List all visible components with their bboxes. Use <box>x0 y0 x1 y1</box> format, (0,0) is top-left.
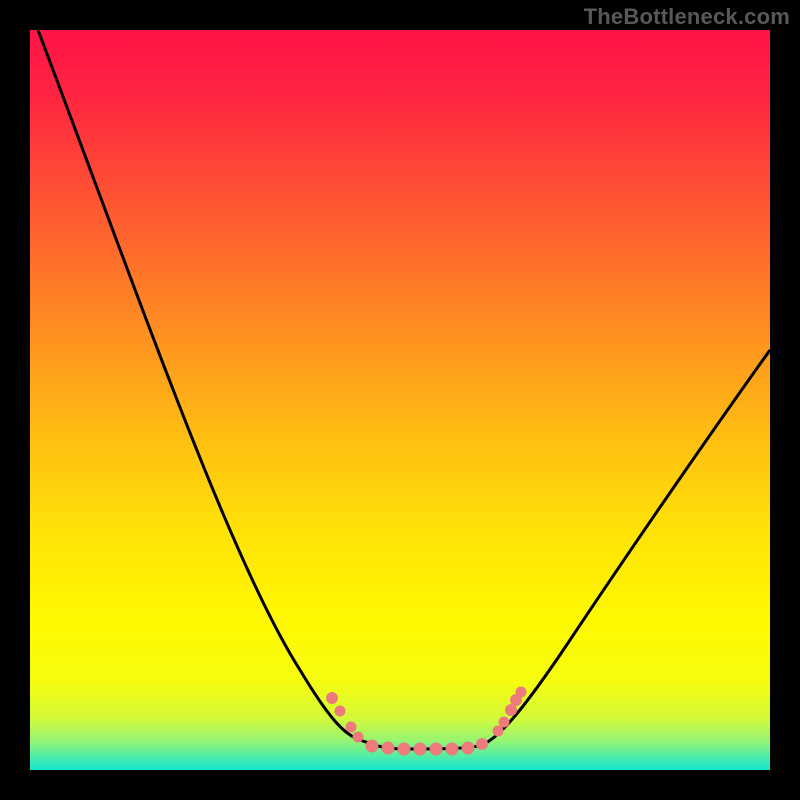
curve-marker <box>366 740 379 753</box>
curve-marker <box>335 706 346 717</box>
curve-marker <box>346 722 357 733</box>
curve-marker <box>398 743 411 756</box>
curve-marker <box>499 717 510 728</box>
watermark-label: TheBottleneck.com <box>584 4 790 30</box>
curve-marker <box>462 742 475 755</box>
gradient-plot-area <box>30 30 770 770</box>
curve-marker <box>382 742 395 755</box>
curve-marker <box>476 738 488 750</box>
curve-marker <box>516 687 527 698</box>
curve-marker <box>446 743 459 756</box>
curve-marker <box>353 732 364 743</box>
curve-marker <box>493 726 504 737</box>
curve-marker <box>430 743 443 756</box>
curve-marker <box>326 692 338 704</box>
chart-frame: { "watermark": { "text": "TheBottleneck.… <box>0 0 800 800</box>
bottleneck-curve-chart <box>0 0 800 800</box>
curve-marker <box>414 743 427 756</box>
